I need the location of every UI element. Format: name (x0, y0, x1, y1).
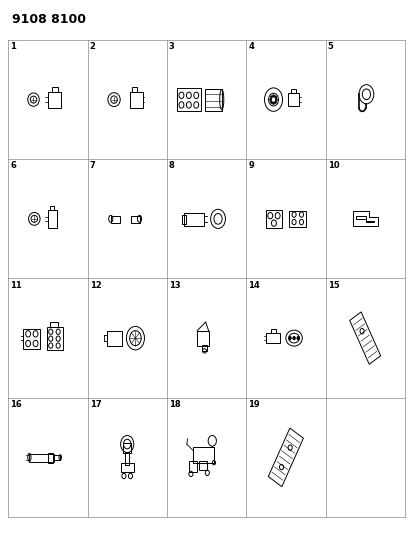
Bar (111, 216, 120, 223)
Text: 1: 1 (10, 42, 16, 51)
Bar (107, 330, 122, 345)
Bar (266, 333, 280, 343)
Bar (52, 87, 58, 92)
Text: 6: 6 (10, 161, 16, 171)
Bar (121, 463, 134, 472)
Bar (29, 454, 54, 462)
Text: 9108 8100: 9108 8100 (12, 13, 86, 26)
Bar (289, 212, 306, 228)
Circle shape (275, 99, 277, 101)
Text: 14: 14 (248, 280, 260, 289)
Text: 12: 12 (90, 280, 102, 289)
Text: 9: 9 (248, 161, 254, 171)
Bar (288, 93, 299, 106)
Circle shape (271, 101, 272, 103)
Text: 16: 16 (10, 400, 22, 409)
Bar (184, 213, 204, 226)
Circle shape (297, 336, 299, 340)
Text: 4: 4 (248, 42, 254, 51)
Bar (176, 88, 201, 111)
Bar (202, 344, 206, 351)
Circle shape (289, 336, 291, 340)
Bar (46, 327, 63, 350)
Bar (205, 89, 222, 111)
Bar (53, 455, 60, 460)
Bar (132, 87, 137, 92)
Text: 11: 11 (10, 280, 22, 289)
Bar (199, 461, 206, 470)
Bar (291, 89, 296, 93)
Text: 8: 8 (169, 161, 175, 171)
Bar (48, 92, 61, 108)
Bar (193, 447, 214, 463)
Bar (50, 322, 58, 327)
Circle shape (273, 95, 275, 97)
Circle shape (275, 96, 276, 98)
Bar (123, 443, 131, 453)
Bar (130, 92, 143, 108)
Bar (48, 453, 53, 463)
Bar (271, 328, 276, 333)
Bar (197, 330, 208, 345)
Bar (189, 461, 197, 472)
Text: 15: 15 (328, 280, 339, 289)
Bar (49, 206, 54, 211)
Text: 10: 10 (328, 161, 339, 171)
Bar (23, 328, 40, 349)
Text: 13: 13 (169, 280, 180, 289)
Text: 17: 17 (90, 400, 101, 409)
Bar (266, 211, 282, 229)
Text: 3: 3 (169, 42, 175, 51)
Circle shape (273, 102, 275, 104)
Bar (48, 211, 57, 229)
Bar (182, 215, 186, 224)
Bar (125, 451, 129, 465)
Text: 2: 2 (90, 42, 95, 51)
Text: 5: 5 (328, 42, 333, 51)
Bar (131, 216, 139, 223)
Text: 18: 18 (169, 400, 180, 409)
Text: 7: 7 (90, 161, 95, 171)
Text: 19: 19 (248, 400, 260, 409)
Circle shape (293, 336, 295, 340)
Circle shape (270, 99, 271, 101)
Circle shape (275, 101, 276, 103)
Circle shape (271, 96, 272, 98)
